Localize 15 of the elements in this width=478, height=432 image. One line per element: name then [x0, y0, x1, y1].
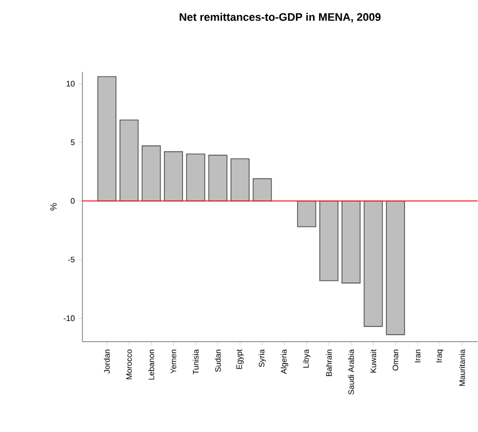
- y-axis-title: %: [50, 203, 57, 211]
- bar: [97, 76, 116, 202]
- bar: [342, 200, 361, 284]
- bar: [386, 200, 405, 336]
- chart-title: Net remittances-to-GDP in MENA, 2009: [180, 13, 381, 23]
- bar: [230, 158, 250, 202]
- bar: [164, 151, 183, 202]
- bar: [364, 200, 383, 328]
- bar: [319, 200, 338, 282]
- bar: [120, 120, 139, 202]
- bar: [208, 154, 228, 202]
- bar: [297, 200, 316, 228]
- bar: [252, 178, 272, 202]
- bar: [142, 146, 161, 202]
- bar: [186, 154, 206, 202]
